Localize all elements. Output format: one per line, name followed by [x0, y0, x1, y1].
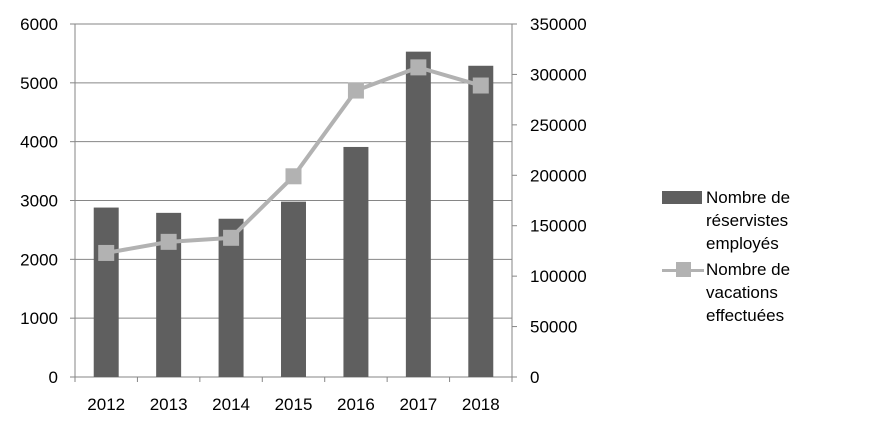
- legend-item-reservistes: Nombre de réservistes employés: [662, 186, 862, 258]
- line-marker-2014: [223, 229, 240, 246]
- legend-item-vacations: Nombre de vacations effectuées: [662, 258, 862, 330]
- bar-2015: [281, 201, 306, 377]
- y-left-tick-label: 1000: [20, 309, 58, 328]
- legend: Nombre de réservistes employés Nombre de…: [662, 186, 862, 330]
- y-left-tick-label: 0: [49, 368, 58, 387]
- line-marker-2016: [347, 82, 364, 99]
- y-left-tick-label: 5000: [20, 74, 58, 93]
- x-tick-label: 2014: [212, 395, 250, 414]
- y-right-tick-label: 150000: [530, 217, 587, 236]
- y-right-tick-label: 50000: [530, 318, 577, 337]
- line-marker-2015: [285, 168, 302, 185]
- x-tick-label: 2016: [337, 395, 375, 414]
- y-right-tick-label: 350000: [530, 15, 587, 34]
- legend-label-reservistes-line1: Nombre de: [706, 188, 791, 207]
- legend-label-vacations-line2: vacations: [706, 283, 778, 302]
- x-tick-label: 2013: [150, 395, 188, 414]
- line-marker-2012: [98, 244, 115, 261]
- y-right-tick-label: 100000: [530, 267, 587, 286]
- legend-swatch-bar: [662, 191, 702, 204]
- x-tick-label: 2018: [462, 395, 500, 414]
- legend-label-reservistes-line2: réservistes: [706, 211, 789, 230]
- x-tick-label: 2017: [399, 395, 437, 414]
- y-right-tick-label: 250000: [530, 116, 587, 135]
- line-marker-2013: [160, 233, 177, 250]
- legend-label-vacations-line1: Nombre de: [706, 260, 791, 279]
- y-left-tick-label: 6000: [20, 15, 58, 34]
- y-right-tick-label: 200000: [530, 166, 587, 185]
- legend-label-reservistes-line3: employés: [706, 234, 779, 253]
- bar-2016: [343, 146, 369, 377]
- line-marker-2018: [472, 77, 489, 94]
- bar-2018: [468, 65, 494, 377]
- bar-2012: [93, 207, 119, 377]
- legend-swatch-marker: [676, 262, 691, 277]
- y-left-tick-label: 3000: [20, 192, 58, 211]
- bar-2017: [405, 51, 431, 377]
- x-tick-label: 2015: [275, 395, 313, 414]
- x-tick-label: 2012: [87, 395, 125, 414]
- y-right-tick-label: 0: [530, 368, 539, 387]
- y-left-tick-label: 2000: [20, 250, 58, 269]
- line-marker-2017: [410, 59, 427, 76]
- y-left-tick-label: 4000: [20, 133, 58, 152]
- legend-label-vacations-line3: effectuées: [706, 306, 785, 325]
- y-right-tick-label: 300000: [530, 65, 587, 84]
